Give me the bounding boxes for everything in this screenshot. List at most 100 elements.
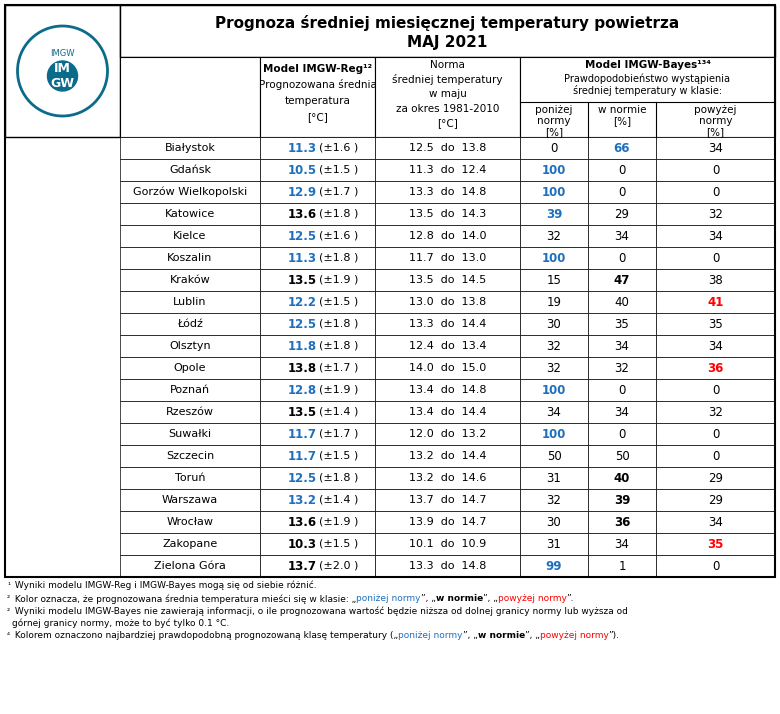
- Bar: [588, 489, 656, 511]
- Bar: [588, 467, 656, 489]
- Bar: [588, 225, 656, 247]
- Text: Gdańsk: Gdańsk: [169, 165, 211, 175]
- Text: 13.3  do  14.8: 13.3 do 14.8: [409, 187, 486, 197]
- Text: w normie: w normie: [435, 594, 483, 603]
- Bar: [656, 159, 775, 181]
- Bar: [656, 489, 775, 511]
- Bar: [120, 181, 260, 203]
- Text: (±1.5 ): (±1.5 ): [312, 451, 359, 461]
- Text: 12.2: 12.2: [288, 296, 317, 308]
- Text: poniżej normy: poniżej normy: [356, 594, 420, 603]
- Text: Kraków: Kraków: [169, 275, 211, 285]
- Text: 99: 99: [546, 560, 562, 573]
- Text: 100: 100: [542, 383, 566, 396]
- Text: MAJ 2021: MAJ 2021: [407, 36, 488, 51]
- Text: temperatura: temperatura: [285, 96, 350, 106]
- Bar: [120, 379, 260, 401]
- Text: w normie: w normie: [597, 105, 647, 115]
- Bar: [656, 467, 775, 489]
- Text: 11.7: 11.7: [288, 450, 317, 463]
- Text: [°C]: [°C]: [307, 112, 328, 122]
- Bar: [120, 269, 260, 291]
- Bar: [375, 467, 520, 489]
- Text: 1: 1: [619, 560, 626, 573]
- Text: Gorzów Wielkopolski: Gorzów Wielkopolski: [133, 187, 247, 197]
- Bar: [656, 401, 775, 423]
- Text: IMGW: IMGW: [50, 49, 75, 58]
- Text: 0: 0: [712, 186, 719, 198]
- Text: 12.9: 12.9: [288, 186, 317, 198]
- Bar: [588, 401, 656, 423]
- Bar: [520, 225, 588, 247]
- Text: 32: 32: [547, 229, 562, 243]
- Bar: [260, 181, 375, 203]
- Bar: [656, 533, 775, 555]
- Text: powyżej: powyżej: [694, 105, 737, 115]
- Bar: [656, 357, 775, 379]
- Bar: [260, 313, 375, 335]
- Text: 0: 0: [712, 164, 719, 176]
- Text: 32: 32: [708, 208, 723, 221]
- Text: 34: 34: [615, 339, 629, 353]
- Bar: [520, 269, 588, 291]
- Text: 11.8: 11.8: [288, 339, 317, 353]
- Text: 39: 39: [546, 208, 562, 221]
- Bar: [120, 445, 260, 467]
- Text: 30: 30: [547, 516, 562, 528]
- Text: Wrocław: Wrocław: [166, 517, 214, 527]
- Bar: [260, 335, 375, 357]
- Bar: [375, 313, 520, 335]
- Text: 0: 0: [712, 251, 719, 264]
- Text: 12.0  do  13.2: 12.0 do 13.2: [409, 429, 486, 439]
- Text: 19: 19: [547, 296, 562, 308]
- Text: 0: 0: [619, 383, 626, 396]
- Text: 13.5  do  14.3: 13.5 do 14.3: [409, 209, 486, 219]
- Text: 38: 38: [708, 273, 723, 286]
- Bar: [656, 423, 775, 445]
- Text: 11.7: 11.7: [288, 428, 317, 441]
- Text: Wyniki modelu IMGW-Bayes nie zawierają informacji, o ile prognozowana wartość bę: Wyniki modelu IMGW-Bayes nie zawierają i…: [12, 607, 628, 616]
- Text: 11.3: 11.3: [288, 251, 317, 264]
- Bar: [588, 247, 656, 269]
- Bar: [120, 57, 260, 137]
- Text: za okres 1981-2010: za okres 1981-2010: [395, 104, 499, 114]
- Text: 13.5: 13.5: [288, 273, 317, 286]
- Text: ¹: ¹: [7, 581, 10, 590]
- Text: (±2.0 ): (±2.0 ): [312, 561, 359, 571]
- Text: 13.6: 13.6: [288, 208, 317, 221]
- Bar: [588, 203, 656, 225]
- Bar: [120, 555, 260, 577]
- Text: Olsztyn: Olsztyn: [169, 341, 211, 351]
- Text: 34: 34: [615, 229, 629, 243]
- Bar: [520, 533, 588, 555]
- Text: 13.7  do  14.7: 13.7 do 14.7: [409, 495, 486, 505]
- Text: 0: 0: [712, 383, 719, 396]
- Text: 12.4  do  13.4: 12.4 do 13.4: [409, 341, 486, 351]
- Text: Zielona Góra: Zielona Góra: [154, 561, 226, 571]
- Text: poniżej normy: poniżej normy: [398, 631, 463, 640]
- Bar: [375, 159, 520, 181]
- Text: 0: 0: [551, 141, 558, 154]
- Text: (±1.6 ): (±1.6 ): [312, 143, 359, 153]
- Bar: [520, 203, 588, 225]
- Text: (±1.7 ): (±1.7 ): [312, 429, 359, 439]
- Text: 34: 34: [708, 339, 723, 353]
- Bar: [588, 379, 656, 401]
- Bar: [656, 225, 775, 247]
- Text: Model IMGW-Bayes¹³⁴: Model IMGW-Bayes¹³⁴: [584, 60, 711, 70]
- Text: (±1.9 ): (±1.9 ): [312, 517, 359, 527]
- Text: 34: 34: [615, 406, 629, 418]
- Text: 50: 50: [547, 450, 562, 463]
- Text: Kielce: Kielce: [173, 231, 207, 241]
- Text: (±1.8 ): (±1.8 ): [312, 473, 359, 483]
- Text: 13.6: 13.6: [288, 516, 317, 528]
- Text: 13.3  do  14.8: 13.3 do 14.8: [409, 561, 486, 571]
- Text: [°C]: [°C]: [437, 118, 458, 128]
- Bar: [656, 379, 775, 401]
- Bar: [120, 137, 260, 159]
- Text: ”, „: ”, „: [483, 594, 498, 603]
- Text: 13.2: 13.2: [288, 493, 317, 506]
- Bar: [375, 247, 520, 269]
- Text: 41: 41: [707, 296, 724, 308]
- Text: 11.3: 11.3: [288, 141, 317, 154]
